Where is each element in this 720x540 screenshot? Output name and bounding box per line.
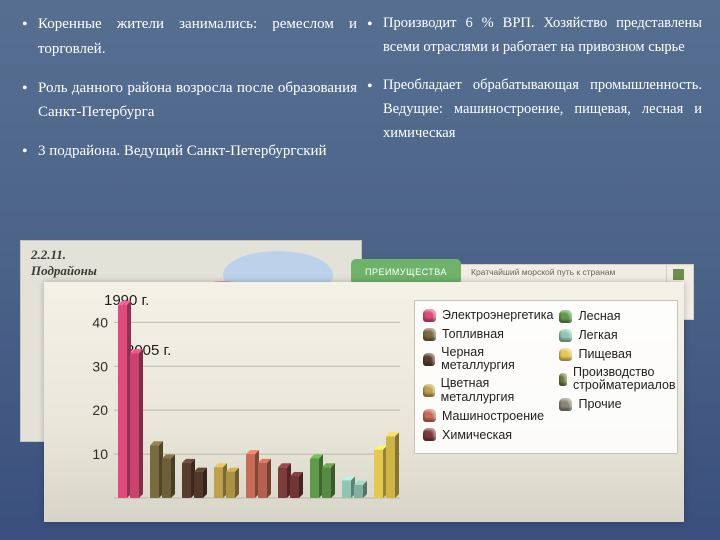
industry-chart: 1990 г. 2005 г. 10203040 Электроэнергети… bbox=[44, 282, 684, 522]
bullet-item: Коренные жители занимались: ремеслом и т… bbox=[22, 12, 357, 62]
svg-text:10: 10 bbox=[92, 446, 108, 462]
legend-item: Прочие bbox=[559, 397, 681, 411]
bullet-item: Роль данного района возросла после образ… bbox=[22, 76, 357, 126]
legend-item: Электроэнергетика bbox=[423, 309, 553, 322]
legend-item: Черная металлургия bbox=[423, 346, 553, 372]
legend-label: Легкая bbox=[578, 328, 617, 342]
bullet-item: 3 подрайона. Ведущий Санкт-Петербургский bbox=[22, 139, 357, 164]
legend-item: Машиностроение bbox=[423, 409, 553, 423]
legend-item: Легкая bbox=[559, 328, 681, 342]
bullet-item: Производит 6 % ВРП. Хозяйство представле… bbox=[367, 12, 702, 60]
ribbon-small: Кратчайший морской путь к странам bbox=[471, 267, 615, 277]
svg-text:30: 30 bbox=[92, 358, 108, 374]
legend-label: Прочие bbox=[578, 397, 621, 411]
legend-label: Химическая bbox=[442, 428, 512, 442]
legend-item: Производство стройматериалов bbox=[559, 366, 681, 392]
legend-label: Производство стройматериалов bbox=[573, 366, 681, 392]
chart-legend: Электроэнергетика Топливная Черная металлу… bbox=[414, 300, 678, 454]
bullet-list-left: Коренные жители занимались: ремеслом и т… bbox=[22, 12, 357, 164]
legend-label: Пищевая bbox=[578, 347, 631, 361]
legend-item: Цветная металлургия bbox=[423, 377, 553, 403]
svg-text:40: 40 bbox=[92, 314, 108, 330]
bullet-item: Преобладает обрабатывающая промышленност… bbox=[367, 74, 702, 146]
map-caption: 2.2.11. Подрайоны bbox=[31, 247, 97, 280]
map-caption-line2: Подрайоны bbox=[31, 263, 97, 278]
chart-plot: 10 20 30 40 bbox=[86, 290, 404, 508]
legend-label: Черная металлургия bbox=[441, 346, 553, 372]
legend-item: Химическая bbox=[423, 428, 553, 442]
right-column: Производит 6 % ВРП. Хозяйство представле… bbox=[367, 12, 702, 178]
bullet-list-right: Производит 6 % ВРП. Хозяйство представле… bbox=[367, 12, 702, 146]
ribbon-edge-square bbox=[673, 269, 684, 280]
legend-label: Цветная металлургия bbox=[441, 377, 554, 403]
legend-item: Пищевая bbox=[559, 347, 681, 361]
legend-label: Топливная bbox=[442, 327, 504, 341]
left-column: Коренные жители занимались: ремеслом и т… bbox=[22, 12, 357, 178]
legend-item: Лесная bbox=[559, 309, 681, 323]
map-caption-line1: 2.2.11. bbox=[31, 247, 66, 262]
text-columns: Коренные жители занимались: ремеслом и т… bbox=[0, 0, 720, 178]
svg-text:20: 20 bbox=[92, 402, 108, 418]
legend-col-right: Лесная Легкая Пищевая Производство строймат… bbox=[559, 309, 681, 447]
legend-label: Машиностроение bbox=[442, 409, 544, 423]
legend-item: Топливная bbox=[423, 327, 553, 341]
legend-label: Электроэнергетика bbox=[442, 309, 553, 322]
legend-col-left: Электроэнергетика Топливная Черная металлу… bbox=[423, 309, 553, 447]
legend-label: Лесная bbox=[578, 309, 620, 323]
